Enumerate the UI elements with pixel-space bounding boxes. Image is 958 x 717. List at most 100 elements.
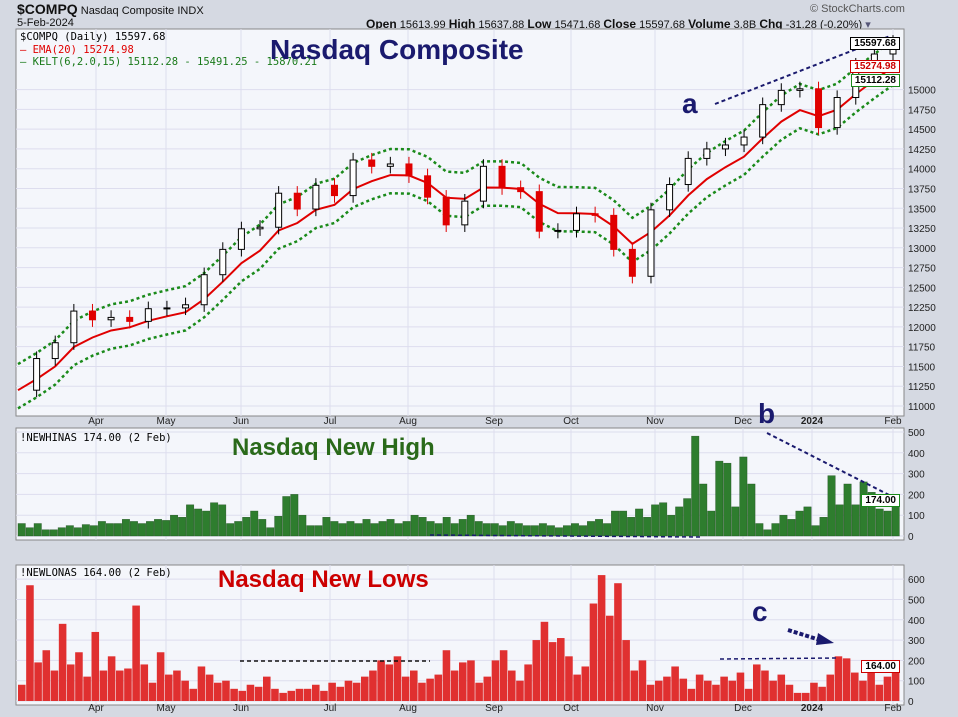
candle: [479, 165, 487, 202]
high-bar: [562, 525, 571, 537]
high-bar: [827, 475, 836, 537]
low-bar: [851, 672, 859, 701]
y-tick: 11250: [908, 382, 936, 393]
high-bar: [571, 523, 579, 537]
candle: [573, 213, 581, 231]
y-tick: 300: [908, 470, 925, 481]
high-bar: [739, 456, 748, 537]
low-bar: [891, 667, 900, 701]
candle: [386, 163, 394, 167]
month-label: 2024: [801, 416, 824, 427]
candle: [815, 88, 823, 129]
candle: [144, 308, 152, 322]
month-label: Dec: [734, 416, 752, 427]
high-bar: [747, 483, 756, 537]
dropdown-icon[interactable]: ▾: [865, 19, 871, 31]
low-bar: [320, 690, 328, 701]
title-lows: Nasdaq New Lows: [218, 566, 429, 593]
month-label: Aug: [399, 416, 417, 427]
candle: [405, 163, 413, 177]
candle: [126, 316, 134, 322]
low-label: Low: [527, 17, 552, 31]
high-bar: [490, 523, 499, 537]
y-tick: 500: [908, 595, 925, 606]
month-label: Apr: [88, 416, 104, 427]
high-bar: [603, 523, 611, 537]
low-bar: [589, 603, 598, 701]
header-title: $COMPQ Nasdaq Composite INDX: [17, 1, 204, 17]
y-tick: 12000: [908, 323, 936, 334]
low-bar: [581, 666, 590, 701]
low-bar: [638, 660, 647, 701]
high-bar: [779, 514, 788, 537]
candle: [442, 196, 450, 226]
low-bar: [508, 670, 516, 701]
high-bar: [755, 523, 764, 537]
keltner-upper: [17, 39, 894, 366]
month-label: Sep: [485, 416, 503, 427]
low-bar: [834, 656, 843, 701]
high-bar: [691, 435, 700, 537]
low-bar: [230, 688, 238, 701]
candle: [424, 175, 432, 198]
low-bar: [352, 682, 361, 701]
high-bar: [506, 521, 515, 537]
high-bar: [426, 521, 435, 537]
low-bar: [42, 650, 51, 701]
candle: [610, 214, 618, 250]
low-bar: [83, 676, 91, 701]
high-bar: [587, 521, 595, 537]
high-bar: [731, 506, 740, 537]
y-tick: 14500: [908, 125, 936, 136]
tag-kelt-low: 15112.28: [850, 74, 900, 87]
low-bar: [663, 676, 671, 701]
high-bar: [41, 529, 50, 537]
low-bar: [573, 674, 581, 701]
trendline-c: [719, 657, 839, 660]
high-bar: [651, 504, 660, 537]
low-bar: [875, 684, 884, 701]
high-bar: [314, 525, 323, 537]
candle: [684, 157, 692, 186]
candle: [498, 165, 506, 189]
low-bar: [695, 674, 704, 701]
low-bar: [606, 615, 614, 701]
low-bar: [418, 682, 426, 701]
month-label: Jul: [324, 416, 337, 427]
high-bar: [434, 523, 443, 537]
high-bar: [250, 510, 259, 537]
high-bar: [121, 519, 130, 537]
low-bar: [859, 680, 867, 701]
low-bar: [67, 664, 75, 701]
month-label: Nov: [646, 703, 664, 714]
low-bar: [565, 656, 573, 701]
high-bar: [130, 521, 138, 537]
high-bar: [97, 521, 106, 537]
low-value: 15471.68: [554, 19, 601, 31]
low-bar: [140, 664, 149, 701]
low-bar: [614, 583, 622, 701]
candle: [182, 304, 190, 309]
low-bar: [246, 684, 255, 701]
high-bar: [466, 514, 475, 537]
low-bar: [165, 674, 173, 701]
high-bar: [338, 523, 347, 537]
y-tick: 0: [908, 532, 914, 543]
y-tick: 15000: [908, 86, 936, 97]
y-tick: 14750: [908, 105, 936, 116]
low-bar: [287, 690, 296, 701]
low-bar: [369, 670, 377, 701]
high-bar: [635, 508, 644, 537]
month-label: Oct: [563, 703, 579, 714]
high-bar: [194, 508, 203, 537]
high-bar: [867, 492, 876, 537]
candle: [740, 136, 748, 146]
high-bar: [154, 519, 162, 537]
candle: [703, 148, 711, 159]
low-bar: [173, 670, 181, 701]
low-bar: [867, 670, 875, 701]
low-bar: [597, 575, 606, 701]
low-bar: [377, 660, 385, 701]
high-bar: [17, 523, 26, 537]
low-bar: [361, 676, 369, 701]
